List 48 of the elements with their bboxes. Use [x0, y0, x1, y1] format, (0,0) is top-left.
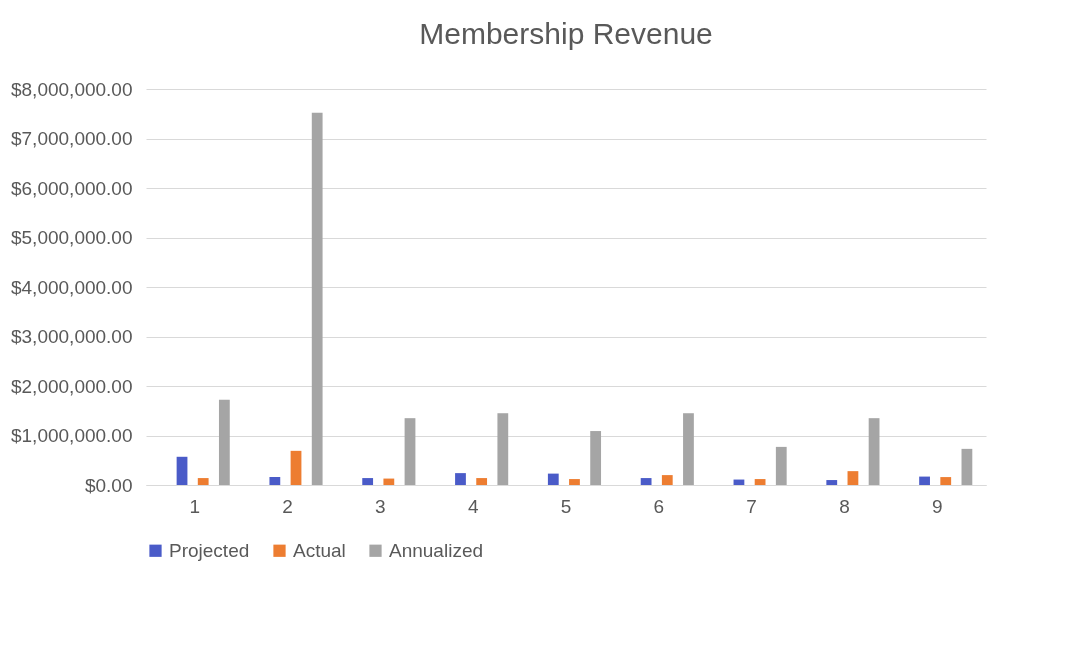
y-tick-label: $0.00 [84, 474, 133, 496]
legend-label: Actual [293, 539, 346, 561]
bar [847, 471, 859, 485]
x-tick-label: 3 [375, 495, 386, 517]
bar [547, 473, 559, 485]
bar [940, 477, 952, 485]
x-tick-label: 4 [467, 495, 479, 517]
y-tick-label: $8,000,000.00 [10, 78, 133, 100]
bar [218, 399, 230, 485]
y-tick-label: $6,000,000.00 [10, 177, 133, 199]
x-tick-label: 7 [746, 495, 757, 517]
x-tick-label: 6 [653, 495, 665, 517]
y-tick-label: $7,000,000.00 [10, 128, 133, 149]
bar [383, 478, 395, 485]
bar [640, 478, 652, 485]
legend-label: Annualized [389, 539, 484, 561]
bar [476, 478, 488, 485]
y-tick-label: $4,000,000.00 [10, 276, 133, 298]
bar [290, 450, 302, 485]
legend-label: Projected [169, 539, 250, 561]
y-tick-label: $1,000,000.00 [10, 425, 133, 446]
y-tick-label: $2,000,000.00 [10, 375, 133, 397]
bar [569, 479, 580, 485]
bar [455, 473, 466, 485]
y-tick-label: $3,000,000.00 [10, 326, 133, 347]
bar [868, 418, 880, 485]
bar [497, 413, 509, 485]
bar [661, 475, 673, 485]
x-tick-label: 5 [560, 495, 572, 517]
bar [362, 478, 374, 485]
y-tick-label: $5,000,000.00 [10, 227, 133, 248]
bar [961, 448, 973, 485]
bar [197, 478, 209, 485]
bar [919, 476, 930, 485]
chart-title: Membership Revenue [419, 17, 713, 50]
bar [683, 413, 694, 485]
bar [775, 446, 787, 485]
x-tick-label: 1 [189, 495, 201, 517]
bar [269, 477, 281, 485]
bar [176, 456, 188, 485]
bar [404, 418, 416, 485]
bar [311, 112, 323, 485]
x-tick-label: 8 [839, 495, 850, 517]
x-tick-label: 2 [282, 495, 293, 517]
bar [590, 431, 602, 485]
x-tick-label: 9 [931, 495, 943, 517]
bar [754, 479, 766, 485]
bar [826, 480, 838, 485]
